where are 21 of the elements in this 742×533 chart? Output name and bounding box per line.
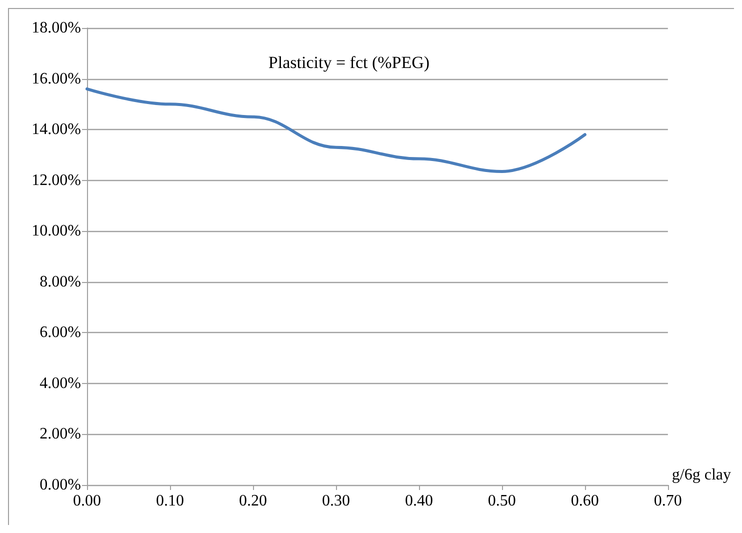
x-tick-label: 0.40 [404, 492, 433, 510]
x-tick-label: 0.20 [238, 492, 267, 510]
y-tick-label: 10.00% [32, 222, 81, 240]
y-tick-label: 2.00% [40, 426, 81, 443]
text: Plasticity = fct (%PEG) [268, 53, 430, 72]
x-axis-title: g/6g clay [672, 466, 731, 484]
x-tick-label: 0.10 [156, 492, 184, 510]
x-tick-label: 0.60 [570, 492, 599, 510]
y-tick-label: 12.00% [32, 172, 81, 189]
x-tick-label: 0.70 [654, 492, 682, 510]
y-tick-label: 6.00% [40, 324, 81, 342]
x-tick-label: 0.00 [73, 492, 101, 510]
y-tick-label: 8.00% [40, 273, 81, 290]
y-tick-label: 0.00% [40, 476, 81, 494]
y-tick-label: 14.00% [32, 121, 81, 138]
y-tick-label: 16.00% [32, 70, 81, 88]
y-tick-label: 18.00% [32, 20, 81, 36]
x-tick-label: 0.30 [322, 492, 350, 510]
y-tick-label: 4.00% [40, 374, 81, 392]
x-tick-label: 0.50 [488, 492, 516, 510]
line-series [86, 87, 586, 173]
